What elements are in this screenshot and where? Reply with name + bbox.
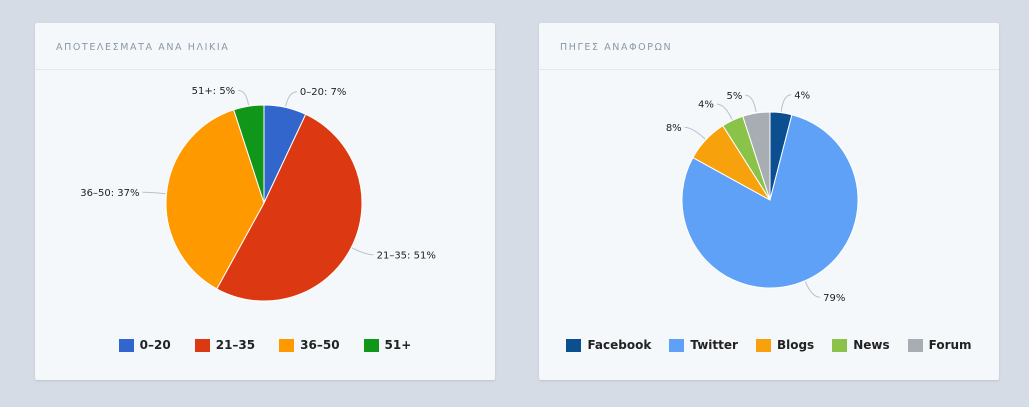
- leader-line: [684, 126, 706, 140]
- age-pie-chart: 0–20: 7% 21–35: 51% 36–50: 37% 51+: 5%: [80, 86, 436, 302]
- slice-label-forum: 5%: [727, 91, 743, 102]
- leader-line: [351, 247, 374, 256]
- legend-swatch: [669, 338, 685, 352]
- referral-sources-panel: ΠΗΓΕΣ ΑΝΑΦΟΡΩΝ 4% 79% 8% 4% 5% Facebook Twitt…: [539, 23, 999, 380]
- panel-title: ΠΗΓΕΣ ΑΝΑΦΟΡΩΝ: [560, 42, 673, 53]
- legend-label: 0–20: [139, 338, 171, 352]
- legend-label: Blogs: [776, 338, 815, 352]
- legend-item-blogs: Blogs: [755, 338, 815, 352]
- legend-item-51: 51+: [363, 338, 412, 352]
- legend-label: Forum: [928, 338, 972, 352]
- slice-label-21-35: 21–35: 51%: [377, 250, 436, 261]
- legend-label: Facebook: [587, 338, 652, 352]
- pie-slice-51: [233, 104, 265, 204]
- slice-label-36-50: 36–50: 37%: [80, 188, 139, 199]
- leader-line: [142, 191, 166, 195]
- age-chart-legend: 0–20 21–35 36–50 51+: [35, 338, 495, 352]
- legend-swatch: [907, 338, 923, 352]
- slice-label-0-20: 0–20: 7%: [300, 87, 347, 98]
- referral-pie-chart: 4% 79% 8% 4% 5%: [666, 90, 859, 304]
- legend-swatch: [363, 338, 379, 352]
- legend-item-21-35: 21–35: [194, 338, 256, 352]
- age-results-panel: ΑΠΟΤΕΛΕΣΜΑΤΑ ΑΝΑ ΗΛΙΚΙΑ 0–20: 7% 21–35: 5…: [35, 23, 495, 380]
- legend-swatch: [118, 338, 134, 352]
- slice-label-news: 4%: [698, 100, 714, 111]
- legend-swatch: [279, 338, 295, 352]
- legend-label: News: [853, 338, 890, 352]
- leader-line: [804, 281, 821, 298]
- legend-swatch: [566, 338, 582, 352]
- slice-label-blogs: 8%: [666, 123, 682, 134]
- pie-slice-twitter: [681, 114, 859, 289]
- panel-title: ΑΠΟΤΕΛΕΣΜΑΤΑ ΑΝΑ ΗΛΙΚΙΑ: [56, 42, 230, 53]
- leader-line: [780, 94, 792, 112]
- legend-swatch: [194, 338, 210, 352]
- legend-swatch: [755, 338, 771, 352]
- referral-chart-legend: Facebook Twitter Blogs News Forum: [539, 338, 999, 352]
- legend-item-twitter: Twitter: [669, 338, 738, 352]
- slice-label-twitter: 79%: [823, 293, 845, 304]
- legend-label: 36–50: [300, 338, 340, 352]
- slice-label-51: 51+: 5%: [192, 86, 236, 97]
- legend-item-0-20: 0–20: [118, 338, 171, 352]
- slice-label-facebook: 4%: [794, 90, 810, 101]
- legend-item-facebook: Facebook: [566, 338, 651, 352]
- legend-label: Twitter: [690, 338, 738, 352]
- legend-swatch: [832, 338, 848, 352]
- legend-item-forum: Forum: [907, 338, 972, 352]
- panel-divider: [539, 69, 999, 70]
- legend-label: 51+: [384, 338, 412, 352]
- legend-label: 21–35: [215, 338, 256, 352]
- pie-slice-21-35: [216, 113, 363, 302]
- leader-line: [745, 94, 757, 113]
- legend-item-36-50: 36–50: [279, 338, 340, 352]
- leader-line: [238, 89, 249, 106]
- panel-divider: [35, 69, 495, 70]
- leader-line: [716, 103, 733, 120]
- pie-slice-forum: [742, 111, 771, 201]
- legend-item-news: News: [832, 338, 890, 352]
- leader-line: [285, 91, 297, 107]
- pie-slice-36-50: [165, 109, 265, 290]
